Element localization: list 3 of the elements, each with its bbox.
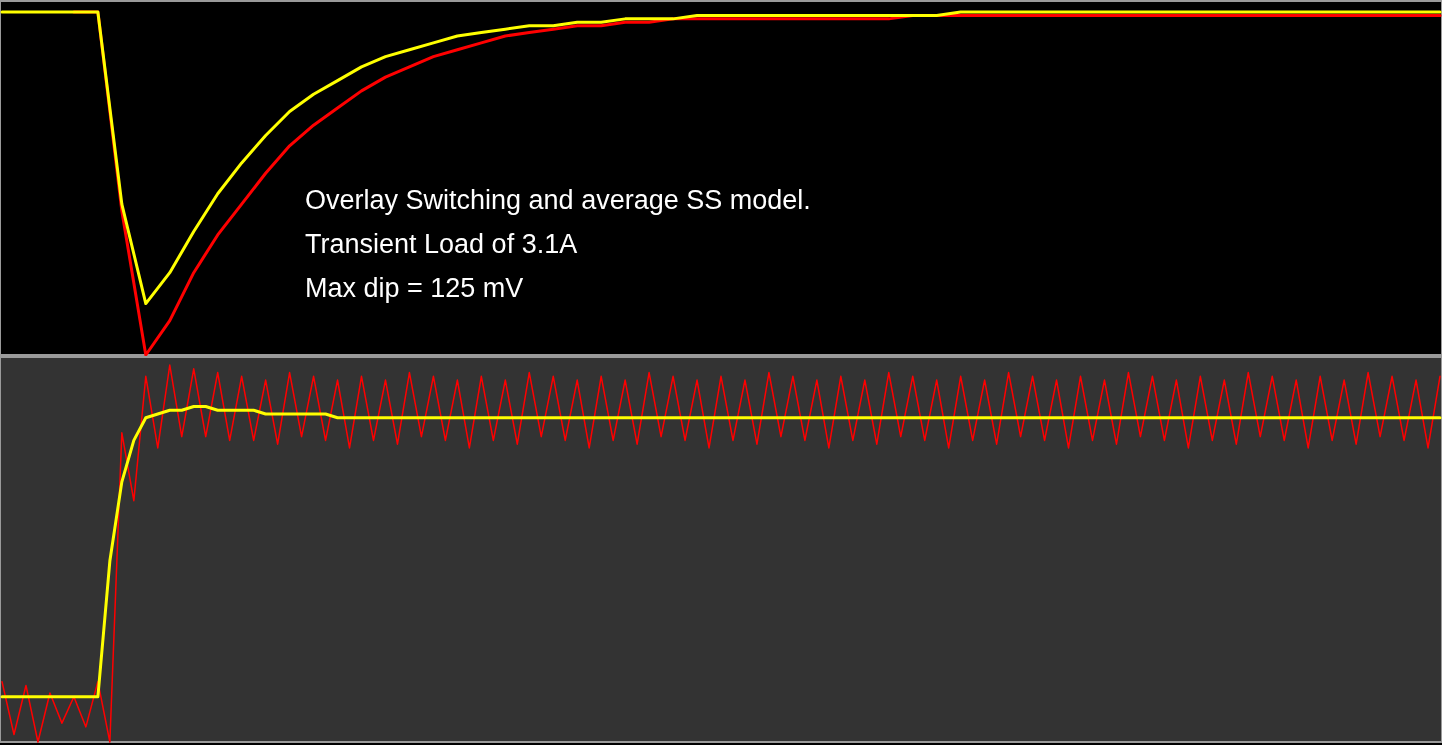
- annotation: Overlay Switching and average SS model.: [305, 185, 811, 215]
- annotation: Max dip = 125 mV: [305, 273, 524, 303]
- annotation: Transient Load of 3.1A: [305, 229, 578, 259]
